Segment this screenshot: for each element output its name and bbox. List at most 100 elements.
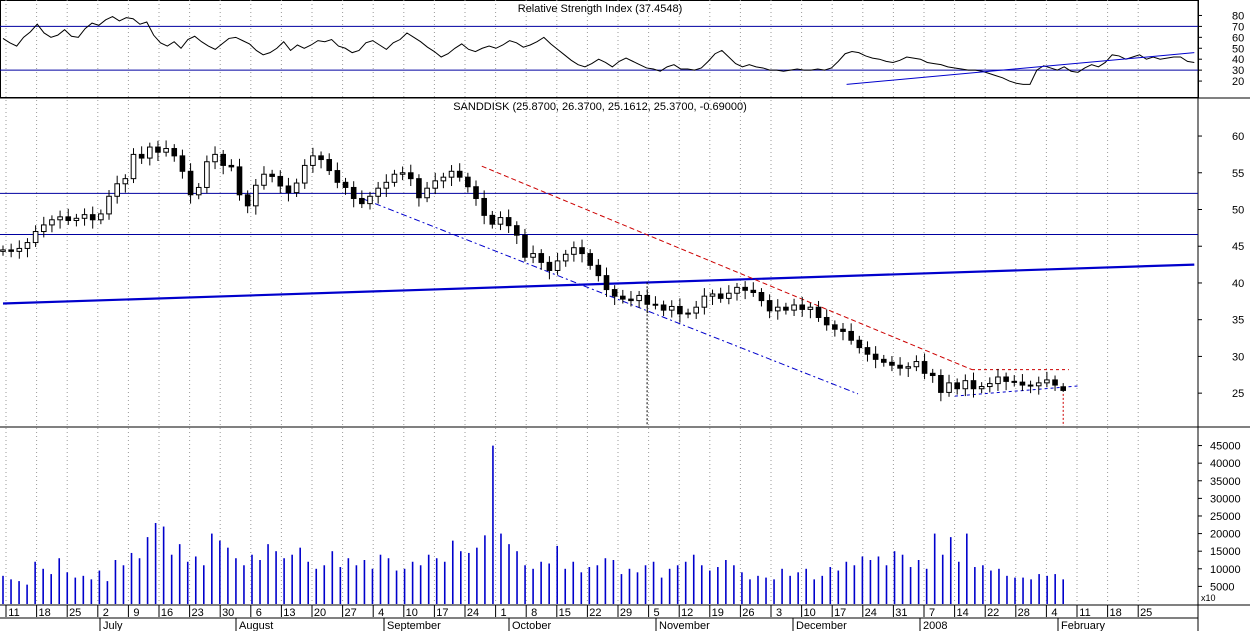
candle-body-up [41, 225, 46, 232]
candle-body-down [172, 149, 177, 156]
candle-body-up [669, 306, 674, 310]
candle-body-up [302, 165, 307, 183]
candle-body-down [759, 293, 764, 301]
x-day-label: 30 [222, 607, 234, 619]
x-day-label: 11 [1079, 607, 1090, 619]
candle-body-down [1053, 380, 1058, 385]
candle-body-up [441, 177, 446, 181]
candle-body-down [816, 307, 821, 317]
candle-body-down [245, 195, 250, 206]
x-day-label: 31 [895, 607, 907, 619]
candle-body-up [947, 383, 952, 393]
x-month-label: July [103, 620, 123, 631]
candle-body-up [17, 248, 22, 251]
candle-body-up [294, 183, 299, 193]
price-tick-label: 40 [1232, 278, 1244, 290]
candle-body-up [107, 196, 112, 214]
candle-body-up [99, 214, 104, 220]
candle-body-down [718, 294, 723, 298]
x-day-label: 6 [256, 607, 262, 619]
x-day-label: 22 [589, 607, 601, 619]
x-day-label: 17 [834, 607, 846, 619]
candle-body-up [996, 377, 1001, 384]
candle-body-down [751, 290, 756, 292]
candle-body-down [1028, 385, 1033, 386]
price-tick-label: 50 [1232, 204, 1244, 216]
x-day-label: 25 [69, 607, 81, 619]
candle-body-down [898, 365, 903, 368]
x-day-label: 23 [191, 607, 203, 619]
candle-body-down [767, 301, 772, 311]
volume-tick-label: 40000 [1210, 458, 1241, 470]
candle-body-up [50, 220, 55, 225]
x-day-label: 26 [742, 607, 754, 619]
x-month-label: August [239, 620, 273, 631]
candle-body-up [727, 293, 732, 298]
candle-body-up [735, 287, 740, 293]
candle-body-down [1061, 387, 1066, 391]
candle-body-up [25, 243, 30, 249]
candle-body-up [1036, 383, 1041, 386]
candle-body-up [702, 296, 707, 307]
candle-body-down [90, 215, 95, 220]
x-day-label: 22 [987, 607, 999, 619]
candle-body-down [824, 317, 829, 324]
candle-body-up [311, 156, 316, 166]
x-day-label: 4 [1051, 607, 1057, 619]
rsi-tick-label: 50 [1232, 43, 1244, 55]
candle-body-up [963, 381, 968, 389]
candle-body-down [629, 299, 634, 300]
candle-body-up [572, 248, 577, 255]
candle-body-down [612, 290, 617, 297]
volume-tick-label: 30000 [1210, 493, 1241, 505]
candle-body-down [833, 325, 838, 329]
candle-body-down [881, 359, 886, 362]
x-day-label: 25 [1140, 607, 1152, 619]
candle-body-down [408, 173, 413, 179]
candle-body-down [490, 215, 495, 224]
price-tick-label: 30 [1232, 351, 1244, 363]
candle-body-up [808, 307, 813, 309]
volume-tick-label: 15000 [1210, 546, 1241, 558]
candle-body-up [82, 215, 87, 219]
x-day-label: 4 [378, 607, 384, 619]
x-day-label: 11 [8, 607, 19, 619]
volume-multiplier-label: x10 [1201, 593, 1216, 603]
candle-body-down [514, 226, 519, 236]
candle-body-down [360, 198, 365, 203]
candle-body-down [588, 254, 593, 266]
candle-body-down [1004, 377, 1009, 381]
x-day-label: 1 [501, 607, 507, 619]
candle-body-up [131, 154, 136, 178]
candle-body-up [196, 187, 201, 194]
candle-body-down [800, 305, 805, 309]
candle-body-down [466, 177, 471, 187]
candle-body-up [425, 188, 430, 198]
x-month-label: November [659, 620, 710, 631]
candle-body-down [221, 154, 226, 165]
x-day-label: 12 [681, 607, 693, 619]
x-day-label: 18 [1109, 607, 1121, 619]
candle-body-up [563, 254, 568, 261]
x-day-label: 18 [38, 607, 50, 619]
rsi-title: Relative Strength Index (37.4548) [518, 3, 683, 15]
candle-body-up [376, 188, 381, 196]
candle-body-up [213, 154, 218, 161]
price-tick-label: 55 [1232, 168, 1244, 180]
candle-body-down [890, 362, 895, 365]
candle-body-down [270, 174, 275, 176]
candle-body-down [335, 171, 340, 183]
x-day-label: 27 [344, 607, 356, 619]
candle-body-down [841, 329, 846, 331]
x-month-label: December [796, 620, 847, 631]
volume-tick-label: 5000 [1210, 581, 1234, 593]
candle-body-up [792, 305, 797, 310]
x-day-label: 2 [103, 607, 109, 619]
candle-body-down [621, 296, 626, 299]
candle-body-down [857, 340, 862, 347]
x-month-label: October [512, 620, 551, 631]
candle-body-up [449, 171, 454, 177]
candle-body-down [971, 381, 976, 389]
volume-tick-label: 10000 [1210, 564, 1241, 576]
